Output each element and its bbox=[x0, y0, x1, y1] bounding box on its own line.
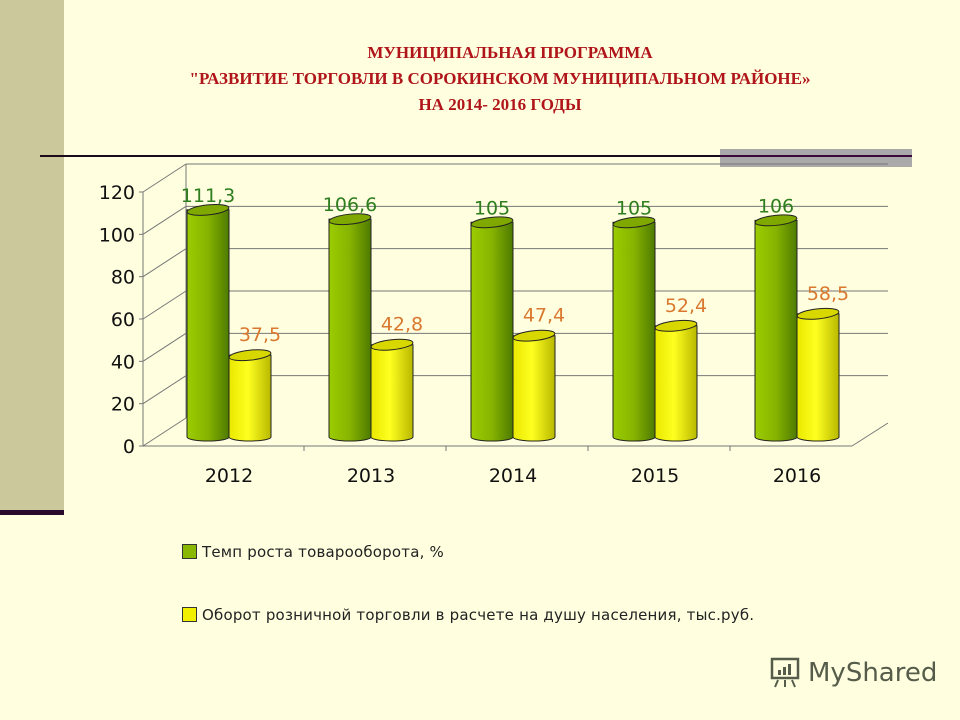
y-tick-label: 60 bbox=[111, 309, 135, 331]
x-axis-labels: 2012 2013 2014 2015 2016 bbox=[205, 465, 821, 487]
data-label: 105 bbox=[474, 197, 510, 219]
x-tick-label: 2013 bbox=[347, 465, 395, 487]
slide-sidebar bbox=[0, 0, 64, 512]
legend-item-series2: Оборот розничной торговли в расчете на д… bbox=[182, 606, 754, 624]
bar-2013-series1 bbox=[328, 213, 372, 442]
data-label: 58,5 bbox=[807, 283, 849, 305]
y-tick-label: 120 bbox=[99, 182, 135, 204]
title-divider bbox=[40, 155, 912, 157]
watermark-logo: MyShared bbox=[768, 656, 937, 690]
data-label: 105 bbox=[616, 197, 652, 219]
y-tick-label: 0 bbox=[123, 436, 135, 458]
title-line-1: МУНИЦИПАЛЬНАЯ ПРОГРАММА bbox=[367, 43, 653, 62]
data-label: 106 bbox=[758, 195, 794, 217]
data-label: 111,3 bbox=[181, 185, 235, 207]
data-label: 42,8 bbox=[381, 314, 423, 336]
y-tick-label: 100 bbox=[99, 224, 135, 246]
x-tick-label: 2014 bbox=[489, 465, 537, 487]
legend-swatch-yellow bbox=[182, 607, 197, 622]
bar-2015-series1 bbox=[612, 216, 656, 442]
x-tick-label: 2015 bbox=[631, 465, 679, 487]
bar-2015-series2 bbox=[654, 319, 698, 442]
x-tick-label: 2012 bbox=[205, 465, 253, 487]
chart-bars bbox=[186, 203, 840, 442]
slide-title: МУНИЦИПАЛЬНАЯ ПРОГРАММА "РАЗВИТИЕ ТОРГОВ… bbox=[60, 40, 940, 118]
legend-label-series1: Темп роста товарооборота, % bbox=[202, 543, 444, 561]
y-tick-label: 20 bbox=[111, 394, 135, 416]
bar-2012-series1 bbox=[186, 203, 230, 442]
y-tick-label: 80 bbox=[111, 267, 135, 289]
watermark-text: MyShared bbox=[808, 658, 938, 688]
x-tick-label: 2016 bbox=[773, 465, 821, 487]
legend-swatch-green bbox=[182, 544, 197, 559]
title-line-2: "РАЗВИТИЕ ТОРГОВЛИ В СОРОКИНСКОМ МУНИЦИП… bbox=[189, 69, 811, 88]
data-label: 37,5 bbox=[239, 324, 281, 346]
y-axis: 0 20 40 60 80 100 120 bbox=[99, 182, 889, 458]
presentation-board-icon bbox=[770, 657, 800, 688]
data-label: 52,4 bbox=[665, 295, 707, 317]
bar-2016-series2 bbox=[796, 307, 840, 442]
bar-2012-series2 bbox=[228, 349, 272, 442]
data-label: 106,6 bbox=[323, 194, 377, 216]
sidebar-accent-bar bbox=[0, 510, 64, 515]
legend-label-series2: Оборот розничной торговли в расчете на д… bbox=[202, 606, 755, 624]
bar-2014-series2 bbox=[512, 329, 556, 442]
bar-2014-series1 bbox=[470, 216, 514, 442]
data-label: 47,4 bbox=[523, 305, 565, 327]
y-tick-label: 40 bbox=[111, 351, 135, 373]
bar-2016-series1 bbox=[754, 214, 798, 442]
bar-2013-series2 bbox=[370, 338, 414, 442]
data-labels: 111,3 37,5 106,6 42,8 105 47,4 105 52,4 106 58,5 bbox=[181, 185, 849, 346]
decorative-grey-block bbox=[720, 149, 912, 167]
legend-item-series1: Темп роста товарооборота, % bbox=[182, 543, 444, 561]
title-line-3: НА 2014- 2016 ГОДЫ bbox=[418, 95, 582, 114]
